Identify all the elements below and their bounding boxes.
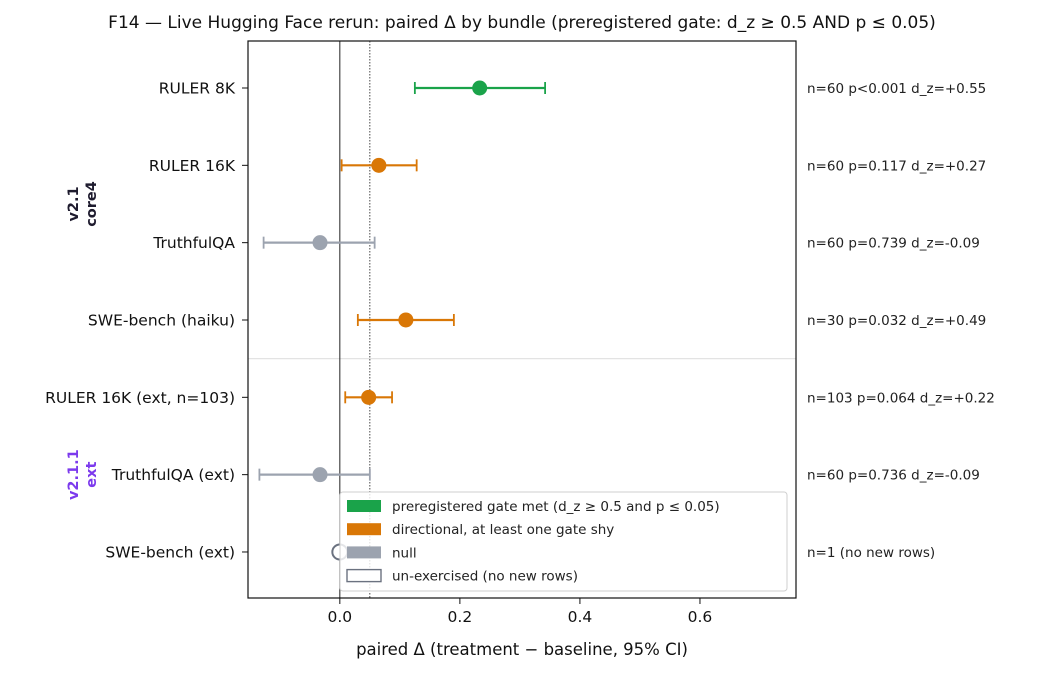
y-tick-label: RULER 8K — [159, 80, 236, 98]
row-stat-label: n=60 p=0.739 d_z=-0.09 — [807, 236, 980, 252]
point-estimate — [361, 389, 377, 405]
y-tick-label: TruthfulQA (ext) — [111, 466, 235, 484]
legend-entry: directional, at least one gate shy — [392, 522, 614, 538]
x-tick-label: 0.4 — [568, 608, 593, 626]
legend-swatch — [347, 500, 381, 512]
y-tick-label: RULER 16K (ext, n=103) — [45, 389, 235, 407]
point-estimate — [312, 235, 328, 251]
legend-swatch — [346, 568, 382, 583]
legend-entry: preregistered gate met (d_z ≥ 0.5 and p … — [392, 499, 720, 515]
x-tick-label: 0.2 — [448, 608, 473, 626]
group-label-line2: core4 — [84, 181, 100, 227]
legend-entry: null — [392, 545, 417, 561]
row-stat-label: n=60 p=0.736 d_z=-0.09 — [807, 468, 980, 484]
group-label-line1: v2.1.1 — [66, 449, 82, 500]
legend-box — [339, 491, 788, 592]
group-label-line1: v2.1 — [66, 186, 82, 221]
x-tick-label: 0.0 — [328, 608, 353, 626]
point-estimate — [472, 80, 488, 96]
row-stat-label: n=60 p<0.001 d_z=+0.55 — [807, 81, 986, 97]
point-estimate — [312, 467, 328, 483]
legend-swatch — [347, 523, 381, 536]
row-stat-label: n=1 (no new rows) — [807, 545, 935, 561]
x-axis-label: paired Δ (treatment − baseline, 95% CI) — [356, 640, 688, 659]
y-tick-label: TruthfulQA — [152, 234, 235, 252]
y-tick-label: SWE-bench (haiku) — [88, 311, 235, 329]
row-stat-label: n=30 p=0.032 d_z=+0.49 — [807, 313, 986, 329]
legend-swatch — [347, 546, 381, 559]
legend-entry: un-exercised (no new rows) — [392, 569, 578, 585]
chart-marks — [258, 80, 547, 561]
y-tick-label: RULER 16K — [149, 157, 236, 175]
legend: preregistered gate met (d_z ≥ 0.5 and p … — [339, 491, 788, 592]
x-tick-label: 0.6 — [688, 608, 713, 626]
plot-area: 0.0 0.2 0.4 0.6 RULER 8K n=60 p<0.001 d_z=+0.… — [45, 40, 995, 626]
point-estimate — [371, 157, 387, 173]
row-stat-label: n=60 p=0.117 d_z=+0.27 — [807, 158, 986, 174]
y-tick-label: SWE-bench (ext) — [105, 543, 235, 561]
chart-title: F14 — Live Hugging Face rerun: paired Δ … — [108, 13, 936, 33]
row-stat-label: n=103 p=0.064 d_z=+0.22 — [807, 390, 995, 406]
group-label-line2: ext — [84, 462, 100, 488]
point-estimate — [398, 312, 414, 328]
